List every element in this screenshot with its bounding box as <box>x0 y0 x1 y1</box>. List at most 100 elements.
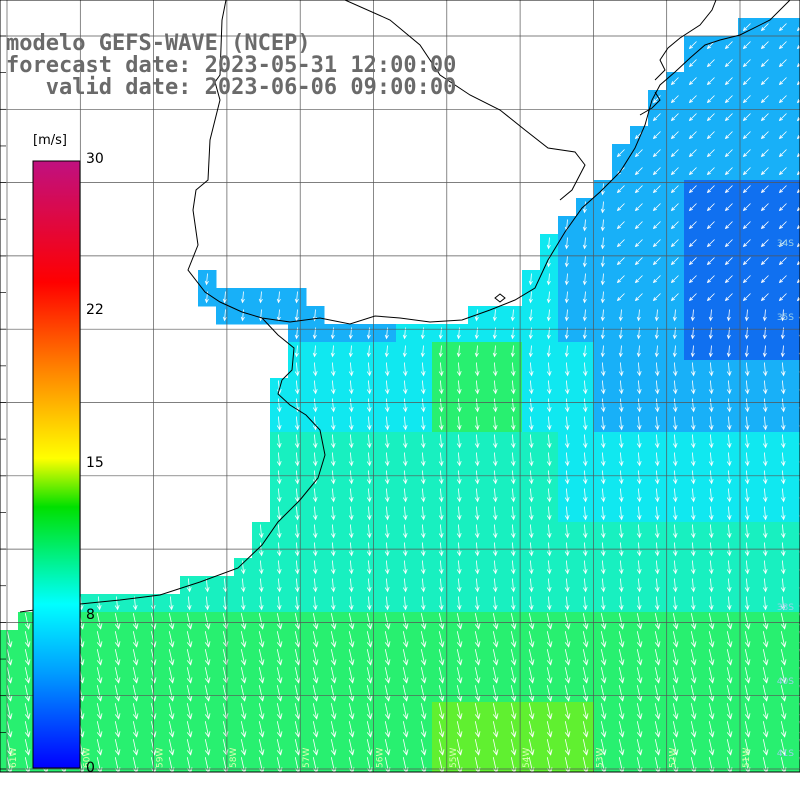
wave-arrow <box>652 185 661 194</box>
wave-arrow <box>744 739 751 756</box>
wave-arrow <box>742 185 751 194</box>
wave-arrow <box>708 309 713 322</box>
wave-arrow <box>742 23 751 32</box>
wave-arrow <box>690 362 696 377</box>
wave-arrow <box>510 416 516 431</box>
wave-arrow <box>294 416 300 431</box>
wave-arrow <box>330 596 336 611</box>
wave-arrow <box>762 560 768 575</box>
wave-arrow <box>726 613 733 630</box>
wave-arrow <box>672 506 678 521</box>
wave-arrow <box>760 59 769 68</box>
wave-arrow <box>366 721 373 738</box>
wave-arrow <box>616 185 625 194</box>
wave-cell <box>792 324 800 343</box>
wave-arrow <box>168 613 175 630</box>
wave-arrow <box>636 362 642 377</box>
wave-arrow <box>312 380 318 395</box>
wave-arrow <box>330 631 337 648</box>
wave-arrow <box>618 685 625 702</box>
wave-arrow <box>670 221 679 230</box>
wave-arrow <box>348 685 355 702</box>
wave-arrow <box>636 685 643 702</box>
longitude-labels: 61W 60W 59W 58W 57W 56W 55W 54W 53W 52W 51W <box>9 748 752 768</box>
wave-arrow <box>616 275 625 284</box>
title-valid-date: valid date: 2023-06-06 09:00:00 <box>6 75 457 100</box>
wave-arrow <box>366 488 372 503</box>
wave-arrow <box>6 649 13 666</box>
longitude-label: 61W <box>9 748 19 768</box>
wave-arrow <box>706 167 715 176</box>
wave-arrow <box>634 275 643 284</box>
wave-arrow <box>6 739 13 756</box>
wave-arrow <box>510 560 516 575</box>
wave-arrow <box>708 452 714 467</box>
wave-arrow <box>618 739 625 756</box>
wave-arrow <box>510 578 516 593</box>
wave-arrow <box>276 380 282 395</box>
wave-arrow <box>564 488 570 503</box>
wave-arrow <box>652 275 661 284</box>
wave-arrow <box>688 275 697 284</box>
wave-arrow <box>762 470 768 485</box>
wave-arrow <box>706 59 715 68</box>
wave-cell <box>450 756 469 772</box>
longitude-label: 56W <box>376 748 386 768</box>
wave-arrow <box>384 685 391 702</box>
wave-arrow <box>708 524 714 539</box>
wave-arrow <box>582 362 588 377</box>
wave-arrow <box>456 380 462 395</box>
wave-arrow <box>744 452 750 467</box>
wave-arrow <box>708 488 714 503</box>
wave-cell <box>792 612 800 631</box>
wave-cell <box>126 756 145 772</box>
wave-arrow <box>348 506 354 521</box>
wave-arrow <box>726 470 732 485</box>
wave-arrow <box>690 667 697 684</box>
wave-arrow <box>492 667 499 684</box>
wave-arrow <box>204 596 210 611</box>
wave-arrow <box>294 613 301 630</box>
wave-arrow <box>654 721 661 738</box>
wave-arrow <box>708 362 714 377</box>
wave-arrow <box>708 703 715 720</box>
wave-arrow <box>672 434 678 449</box>
wave-arrow <box>564 291 569 304</box>
wave-arrow <box>402 667 409 684</box>
wave-arrow <box>438 470 444 485</box>
wave-arrow <box>474 380 480 395</box>
wave-arrow <box>492 362 498 377</box>
wave-cell <box>792 522 800 541</box>
wave-arrow <box>294 434 300 449</box>
wave-arrow <box>438 667 445 684</box>
wave-arrow <box>760 149 769 158</box>
wave-arrow <box>204 631 211 648</box>
wave-arrow <box>474 488 480 503</box>
wave-arrow <box>618 596 624 611</box>
wave-arrow <box>456 345 461 358</box>
wave-arrow <box>600 667 607 684</box>
wave-arrow <box>634 185 643 194</box>
wave-arrow <box>492 470 498 485</box>
wave-arrow <box>600 255 605 268</box>
wave-arrow <box>456 488 462 503</box>
wave-arrow <box>706 77 715 86</box>
wave-arrow <box>276 649 283 666</box>
wave-arrow <box>654 506 660 521</box>
wave-arrow <box>96 685 103 702</box>
wave-cell <box>414 756 433 772</box>
wave-arrow <box>652 239 661 248</box>
latitude-label: 38S <box>777 603 794 613</box>
wave-cell <box>162 756 181 772</box>
wave-arrow <box>312 578 318 593</box>
wave-cell <box>702 756 721 772</box>
wave-arrow <box>492 739 499 756</box>
wave-arrow <box>312 667 319 684</box>
wave-arrow <box>726 434 732 449</box>
wave-arrow <box>384 434 390 449</box>
wave-arrow <box>474 631 481 648</box>
wave-arrow <box>582 596 588 611</box>
coastline <box>19 0 791 613</box>
wave-arrow <box>706 113 715 122</box>
wave-arrow <box>150 613 157 630</box>
